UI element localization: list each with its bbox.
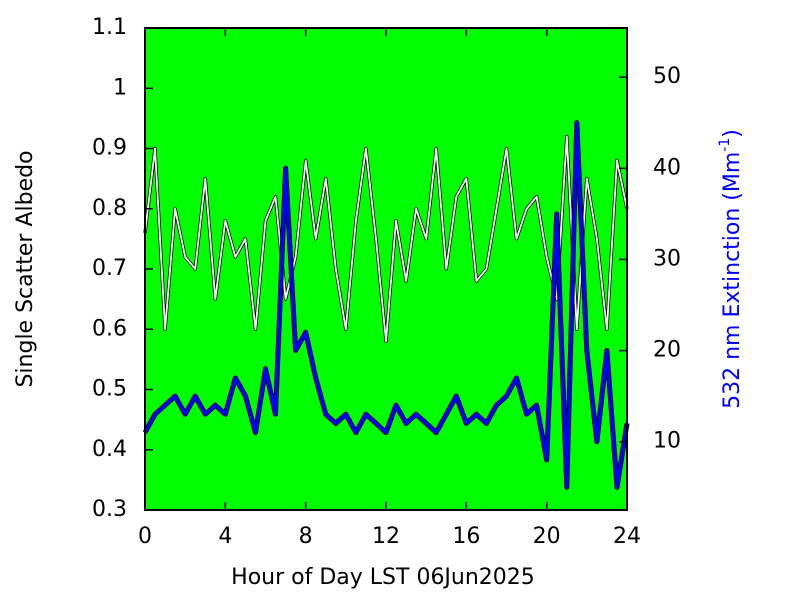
x-tick-label: 4 xyxy=(218,524,232,549)
y2-label-text: 532 nm Extinction (Mm xyxy=(720,152,745,409)
y2-tick-label: 50 xyxy=(653,64,681,89)
series-line xyxy=(144,135,628,343)
y2-tick-label: 40 xyxy=(653,155,681,180)
y2-tick-label: 30 xyxy=(653,246,681,271)
y-tick-label: 0.8 xyxy=(92,196,127,221)
y2-label-end: ) xyxy=(720,129,745,138)
x-tick-label: 8 xyxy=(299,524,313,549)
x-tick-label: 20 xyxy=(533,524,561,549)
y-tick-label: 0.4 xyxy=(92,437,127,462)
y2-label-sup: -1 xyxy=(717,138,733,152)
y-tick-label: 0.6 xyxy=(92,316,127,341)
x-tick-label: 24 xyxy=(613,524,641,549)
y-axis-label: Single Scatter Albedo xyxy=(13,150,38,387)
x-axis-label: Hour of Day LST 06Jun2025 xyxy=(231,565,535,590)
x-tick-label: 16 xyxy=(452,524,480,549)
y2-axis-label: 532 nm Extinction (Mm-1) xyxy=(717,129,745,409)
y-tick-label: 1 xyxy=(113,75,127,100)
y-tick-label: 0.7 xyxy=(92,256,127,281)
x-tick-label: 12 xyxy=(372,524,400,549)
y2-tick-label: 10 xyxy=(653,429,681,454)
y-tick-label: 0.3 xyxy=(92,497,127,522)
y-tick-label: 1.1 xyxy=(92,15,127,40)
y-tick-label: 0.9 xyxy=(92,136,127,161)
series-line xyxy=(143,121,629,489)
y2-tick-label: 20 xyxy=(653,338,681,363)
x-tick-label: 0 xyxy=(138,524,152,549)
y-tick-label: 0.5 xyxy=(92,377,127,402)
